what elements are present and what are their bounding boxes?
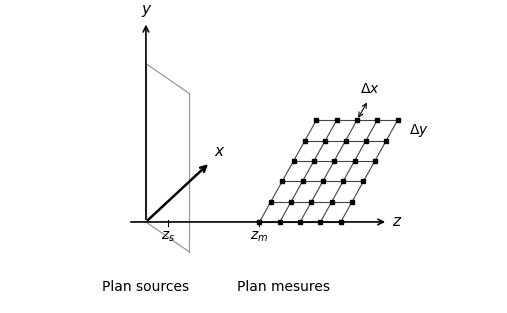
- Text: z: z: [391, 214, 400, 229]
- Text: Plan mesures: Plan mesures: [237, 280, 330, 294]
- Text: $z_s$: $z_s$: [161, 229, 175, 244]
- Text: y: y: [141, 2, 151, 17]
- Text: Plan sources: Plan sources: [102, 280, 190, 294]
- Text: $z_m$: $z_m$: [250, 229, 269, 244]
- Text: $\Delta y$: $\Delta y$: [409, 122, 428, 139]
- Text: $\Delta x$: $\Delta x$: [360, 82, 380, 95]
- Text: x: x: [214, 144, 224, 159]
